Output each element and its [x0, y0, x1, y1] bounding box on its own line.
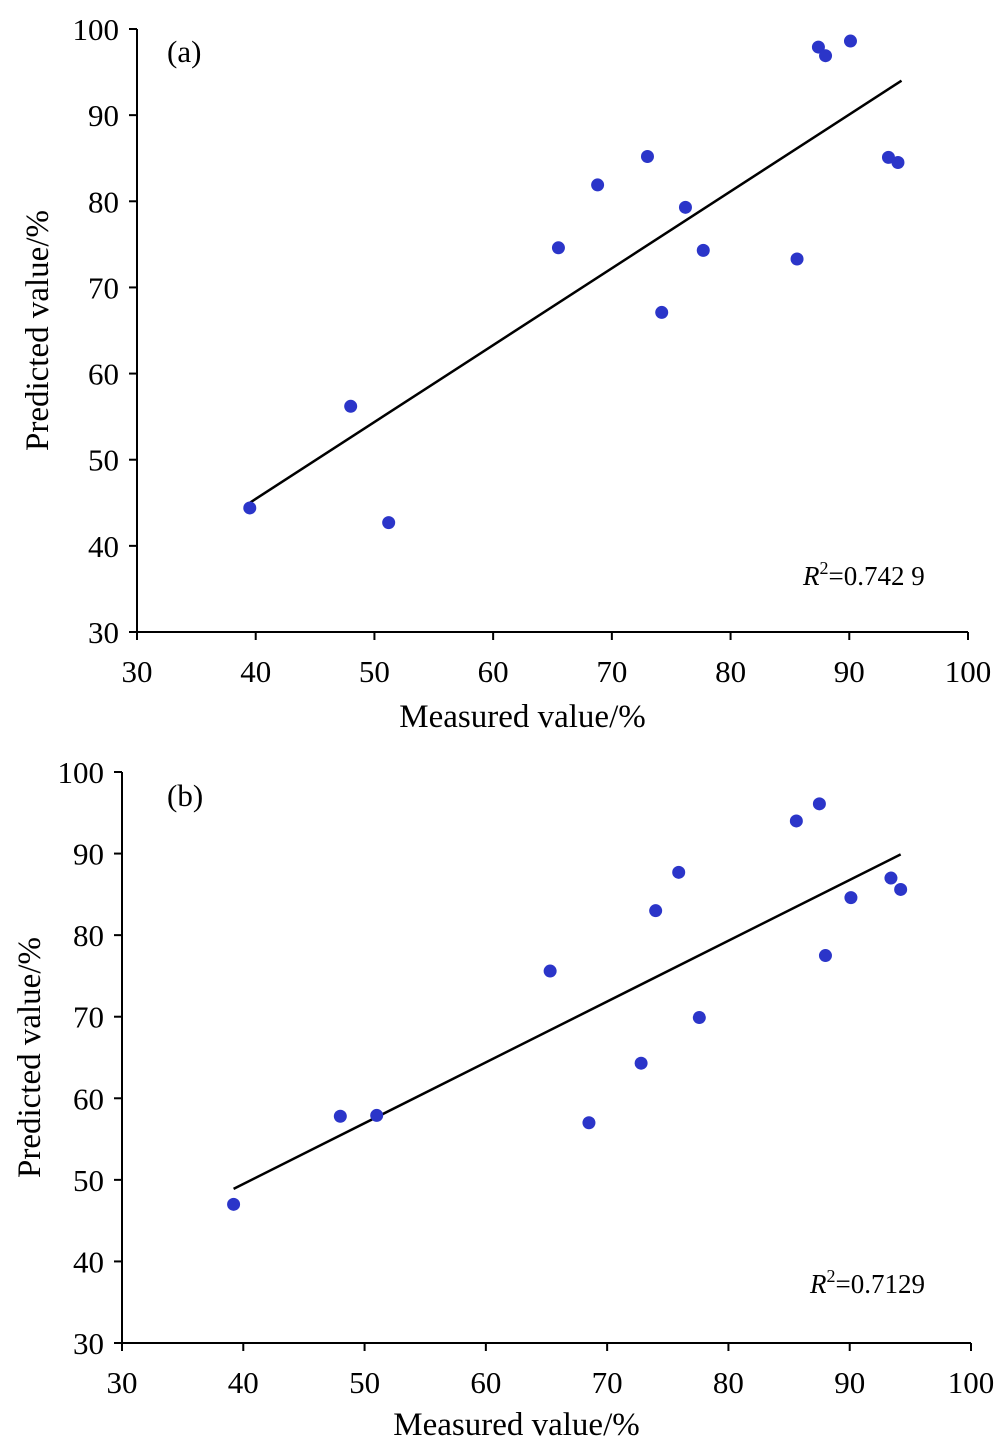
y-tick-label: 40	[88, 529, 119, 564]
x-tick-label: 90	[834, 1365, 865, 1400]
x-tick-label: 40	[240, 654, 271, 689]
data-point	[582, 1116, 596, 1130]
panel-a: 30 40 50 60 70 80 90 100 30 40 50 60 70 80 90 100 Measur…	[20, 12, 991, 735]
data-point	[894, 882, 908, 896]
r-squared-value: =0.742 9	[829, 561, 925, 591]
data-point	[884, 871, 898, 885]
y-tick-label: 30	[88, 615, 119, 650]
data-point	[790, 252, 804, 266]
regression-line	[233, 853, 902, 1190]
data-point	[640, 149, 654, 163]
x-tick-label: 70	[592, 1365, 623, 1400]
data-point	[227, 1197, 241, 1211]
data-point	[382, 516, 396, 530]
data-point	[692, 1011, 706, 1025]
y-tick-label: 30	[73, 1326, 104, 1361]
y-tick-label: 90	[73, 837, 104, 872]
data-point	[818, 949, 832, 963]
y-tick-label: 70	[73, 1000, 104, 1035]
x-tick-label: 80	[715, 654, 746, 689]
y-tick-label: 100	[73, 12, 120, 47]
data-point	[811, 40, 825, 54]
data-point	[243, 501, 257, 515]
y-tick-label: 50	[73, 1163, 104, 1198]
data-point	[370, 1108, 384, 1122]
panel-label: (a)	[167, 34, 201, 69]
data-point	[812, 797, 826, 811]
y-tick-label: 80	[88, 184, 119, 219]
x-tick-label: 60	[478, 654, 509, 689]
y-tick-label: 100	[58, 755, 105, 790]
x-tick-label: 40	[228, 1365, 259, 1400]
r-squared-value: =0.7129	[836, 1269, 925, 1299]
r-squared-annotation: R2=0.742 9	[802, 558, 925, 591]
x-tick-label: 30	[107, 1365, 138, 1400]
data-point	[649, 904, 663, 918]
y-axis-title: Predicted value/%	[12, 937, 48, 1178]
x-tick-label: 100	[948, 1365, 995, 1400]
data-point	[551, 241, 565, 255]
regression-line	[249, 79, 903, 504]
x-tick-label: 80	[713, 1365, 744, 1400]
x-tick-label: 50	[349, 1365, 380, 1400]
r-squared-superscript: 2	[827, 1266, 836, 1286]
y-tick-label: 50	[88, 443, 119, 478]
panel-b: 30 40 50 60 70 80 90 100 30 40 50 60 70 80 90 100 Measur…	[12, 755, 994, 1443]
y-tick-label: 40	[73, 1244, 104, 1279]
data-point	[543, 964, 557, 978]
data-point	[344, 399, 358, 413]
data-point	[891, 156, 905, 170]
data-point	[678, 200, 692, 214]
x-tick-label: 90	[834, 654, 865, 689]
r-squared-superscript: 2	[820, 558, 829, 578]
y-tick-label: 60	[73, 1081, 104, 1116]
x-axis-title: Measured value/%	[393, 1407, 640, 1443]
y-tick-label: 70	[88, 270, 119, 305]
data-point	[843, 34, 857, 48]
data-point	[844, 891, 858, 905]
data-point	[789, 814, 803, 828]
data-point	[655, 305, 669, 319]
data-point	[881, 150, 895, 164]
data-point	[634, 1056, 648, 1070]
data-point	[696, 243, 710, 257]
x-tick-label: 70	[596, 654, 627, 689]
data-point	[333, 1109, 347, 1123]
x-tick-label: 60	[470, 1365, 501, 1400]
y-tick-label: 60	[88, 357, 119, 392]
y-tick-label: 90	[88, 98, 119, 133]
x-tick-label: 50	[359, 654, 390, 689]
r-symbol: R	[809, 1269, 827, 1299]
r-squared-annotation: R2=0.7129	[809, 1266, 925, 1299]
data-point	[591, 178, 605, 192]
x-axis-title: Measured value/%	[399, 699, 646, 735]
data-point	[819, 49, 833, 63]
y-tick-label: 80	[73, 918, 104, 953]
x-tick-label: 100	[945, 654, 992, 689]
data-point	[672, 865, 686, 879]
x-tick-label: 30	[122, 654, 153, 689]
r-symbol: R	[802, 561, 820, 591]
panel-label: (b)	[167, 778, 203, 813]
y-axis-title: Predicted value/%	[20, 210, 56, 451]
